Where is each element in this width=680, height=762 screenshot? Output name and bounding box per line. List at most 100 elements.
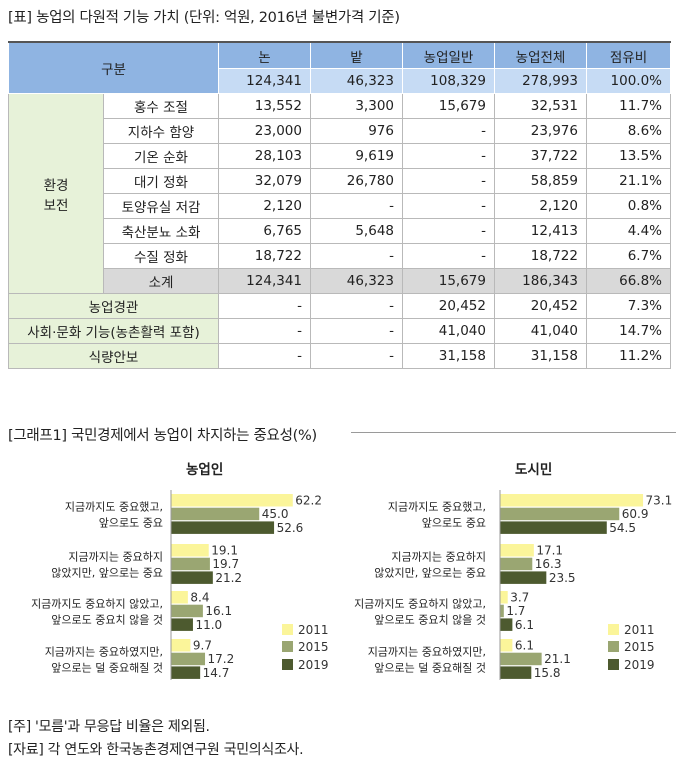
env-group-label-line: 보전 <box>43 197 69 214</box>
bar-2015 <box>500 652 542 666</box>
table-cell: - <box>218 293 311 319</box>
data-label: 16.3 <box>535 557 562 571</box>
legend-swatch-2019 <box>608 659 619 670</box>
table-cell: - <box>402 193 495 219</box>
legend-label: 2019 <box>298 658 329 672</box>
bar-2019 <box>171 521 275 534</box>
row-label: 사회·문화 기능(농촌활력 포함) <box>8 318 219 344</box>
table-cell: - <box>402 143 495 169</box>
table-cell: 23,976 <box>494 118 587 144</box>
graph-title-rule <box>351 432 676 433</box>
category-label: 지금까지도 중요하지 않았고, <box>31 597 163 611</box>
row-label: 지하수 함양 <box>103 118 219 144</box>
table-cell: 12,413 <box>494 218 587 244</box>
table-cell: - <box>310 318 403 344</box>
category-label: 앞으로도 중요치 않을 것 <box>374 614 486 627</box>
data-label: 52.6 <box>277 521 304 535</box>
data-label: 23.5 <box>549 571 576 585</box>
table-cell: 20,452 <box>494 293 587 319</box>
data-label: 1.7 <box>506 604 525 618</box>
table-cell: 13,552 <box>218 93 311 119</box>
legend-label: 2015 <box>298 640 329 654</box>
category-label: 지금까지는 중요하였지만, <box>368 645 486 659</box>
table-cell: 6.7% <box>586 243 671 269</box>
chart-title: 농업인 <box>186 461 223 478</box>
data-label: 11.0 <box>195 618 222 632</box>
table-cell: 28,103 <box>218 143 311 169</box>
bar-2019 <box>500 618 513 631</box>
table-cell: 9,619 <box>310 143 403 169</box>
category-label: 지금까지도 중요했고, <box>65 501 163 514</box>
total-cell: 124,341 <box>218 68 311 94</box>
bar-2015 <box>171 652 206 666</box>
category-label: 않았지만, 앞으로는 중요 <box>374 567 486 580</box>
data-label: 54.5 <box>609 521 636 535</box>
env-group-label-line: 환경 <box>43 177 69 194</box>
legend-swatch-2015 <box>282 641 293 652</box>
bar-2011 <box>500 639 513 652</box>
table-cell: - <box>402 243 495 269</box>
bar-2019 <box>171 666 201 679</box>
table-cell: 18,722 <box>218 243 311 269</box>
table-cell: 0.8% <box>586 193 671 219</box>
col-header: 농업일반 <box>402 41 495 69</box>
table-cell: 14.7% <box>586 318 671 344</box>
legend-swatch-2019 <box>282 659 293 670</box>
data-label: 17.1 <box>536 544 563 558</box>
table-cell: 11.2% <box>586 343 671 369</box>
table-cell: - <box>218 318 311 344</box>
category-label: 지금까지도 중요하지 않았고, <box>354 597 486 611</box>
table-cell: 18,722 <box>494 243 587 269</box>
data-label: 16.1 <box>205 604 232 618</box>
table-cell: - <box>310 293 403 319</box>
table-row: 기온 순화 28,103 9,619-37,722 13.5% <box>9 143 671 169</box>
legend-label: 2019 <box>624 658 655 672</box>
table-cell: 186,343 <box>494 268 587 294</box>
bar-2015 <box>171 604 203 618</box>
category-label: 지금까지는 중요하지 <box>391 550 486 564</box>
bar-2015 <box>500 557 533 571</box>
table-cell: - <box>310 243 403 269</box>
data-label: 45.0 <box>262 507 289 521</box>
table-title: [표] 농업의 다원적 기능 가치 (단위: 억원, 2016년 불변가격 기준… <box>8 10 400 26</box>
bar-2011 <box>500 544 534 557</box>
table-row: 농업경관 - -20,452 20,452 7.3% <box>8 293 671 319</box>
category-label: 지금까지는 중요하지 <box>68 550 163 564</box>
total-row: 124,341 46,323 108,329 278,993 100.0% <box>9 68 671 94</box>
bar-2011 <box>171 544 209 557</box>
table-cell: - <box>310 343 403 369</box>
table-cell: 31,158 <box>494 343 587 369</box>
table-cell: 26,780 <box>310 168 403 194</box>
bar-2011 <box>500 494 644 507</box>
table-cell: 11.7% <box>586 93 671 119</box>
category-label: 앞으로도 중요 <box>422 517 486 530</box>
category-label: 앞으로도 중요치 않을 것 <box>51 614 163 627</box>
table-cell: 976 <box>310 118 403 144</box>
bar-2015 <box>171 557 210 571</box>
bar-2015 <box>500 507 620 521</box>
data-label: 60.9 <box>622 507 649 521</box>
table-cell: 8.6% <box>586 118 671 144</box>
row-label: 토양유실 저감 <box>103 193 219 219</box>
data-label: 17.2 <box>208 652 235 666</box>
data-label: 73.1 <box>646 494 673 508</box>
table-cell: - <box>218 343 311 369</box>
table-cell: 21.1% <box>586 168 671 194</box>
legend-label: 2011 <box>624 623 655 637</box>
table-cell: 13.5% <box>586 143 671 169</box>
table-cell: - <box>402 218 495 244</box>
row-label: 식량안보 <box>8 343 219 369</box>
category-label: 앞으로도 중요 <box>99 517 163 530</box>
row-label: 기온 순화 <box>103 143 219 169</box>
data-label: 6.1 <box>515 618 534 632</box>
row-label: 축산분뇨 소화 <box>103 218 219 244</box>
table-cell: 6,765 <box>218 218 311 244</box>
table-cell: 5,648 <box>310 218 403 244</box>
data-label: 21.1 <box>544 652 571 666</box>
bar-2019 <box>171 618 193 631</box>
importance-charts: 농업인 62.2 45.052.6 지금까지도 중요했고, 앞으로도 중요 19.119.… <box>31 461 673 680</box>
table-cell: 41,040 <box>402 318 495 344</box>
category-label: 지금까지는 중요하였지만, <box>45 645 163 659</box>
total-cell: 100.0% <box>586 68 671 94</box>
row-label: 대기 정화 <box>103 168 219 194</box>
